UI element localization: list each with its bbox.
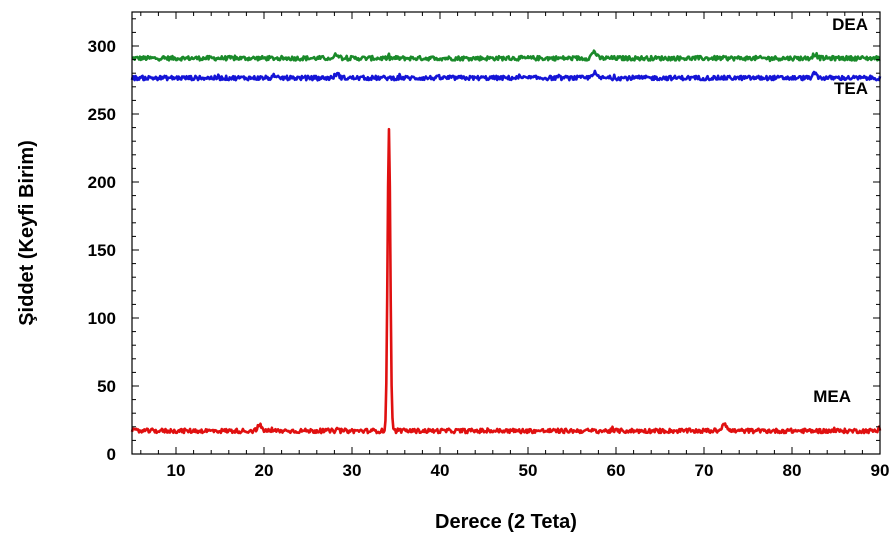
series-label-mea: MEA (813, 387, 851, 406)
ticks-layer (132, 12, 881, 455)
series-line-tea (130, 69, 882, 82)
x-tick-label: 60 (607, 461, 626, 480)
x-axis-title: Derece (2 Teta) (435, 511, 577, 533)
y-tick-label: 50 (97, 377, 116, 396)
series-line-dea (131, 49, 881, 63)
series-layer (130, 49, 882, 435)
y-tick-label: 200 (88, 173, 116, 192)
x-tick-label: 40 (431, 461, 450, 480)
y-axis-title: Şiddet (Keyfi Birim) (16, 140, 38, 326)
series-label-dea: DEA (832, 15, 868, 34)
x-tick-label: 90 (871, 461, 890, 480)
series-line-mea (130, 127, 882, 435)
plot-frame (131, 11, 881, 455)
y-tick-label: 150 (88, 241, 116, 260)
y-tick-label: 100 (88, 309, 116, 328)
y-tick-label: 0 (107, 445, 116, 464)
y-tick-label: 300 (88, 37, 116, 56)
x-tick-label: 70 (695, 461, 714, 480)
series-label-tea: TEA (834, 79, 868, 98)
x-tick-label: 20 (255, 461, 274, 480)
labels-layer: 10 20 30 40 50 60 70 80 90 0 50 100 150 200 250 300 DEA T… (88, 15, 890, 480)
x-tick-label: 10 (167, 461, 186, 480)
x-tick-label: 80 (783, 461, 802, 480)
x-tick-label: 30 (343, 461, 362, 480)
y-tick-label: 250 (88, 105, 116, 124)
x-tick-label: 50 (519, 461, 538, 480)
